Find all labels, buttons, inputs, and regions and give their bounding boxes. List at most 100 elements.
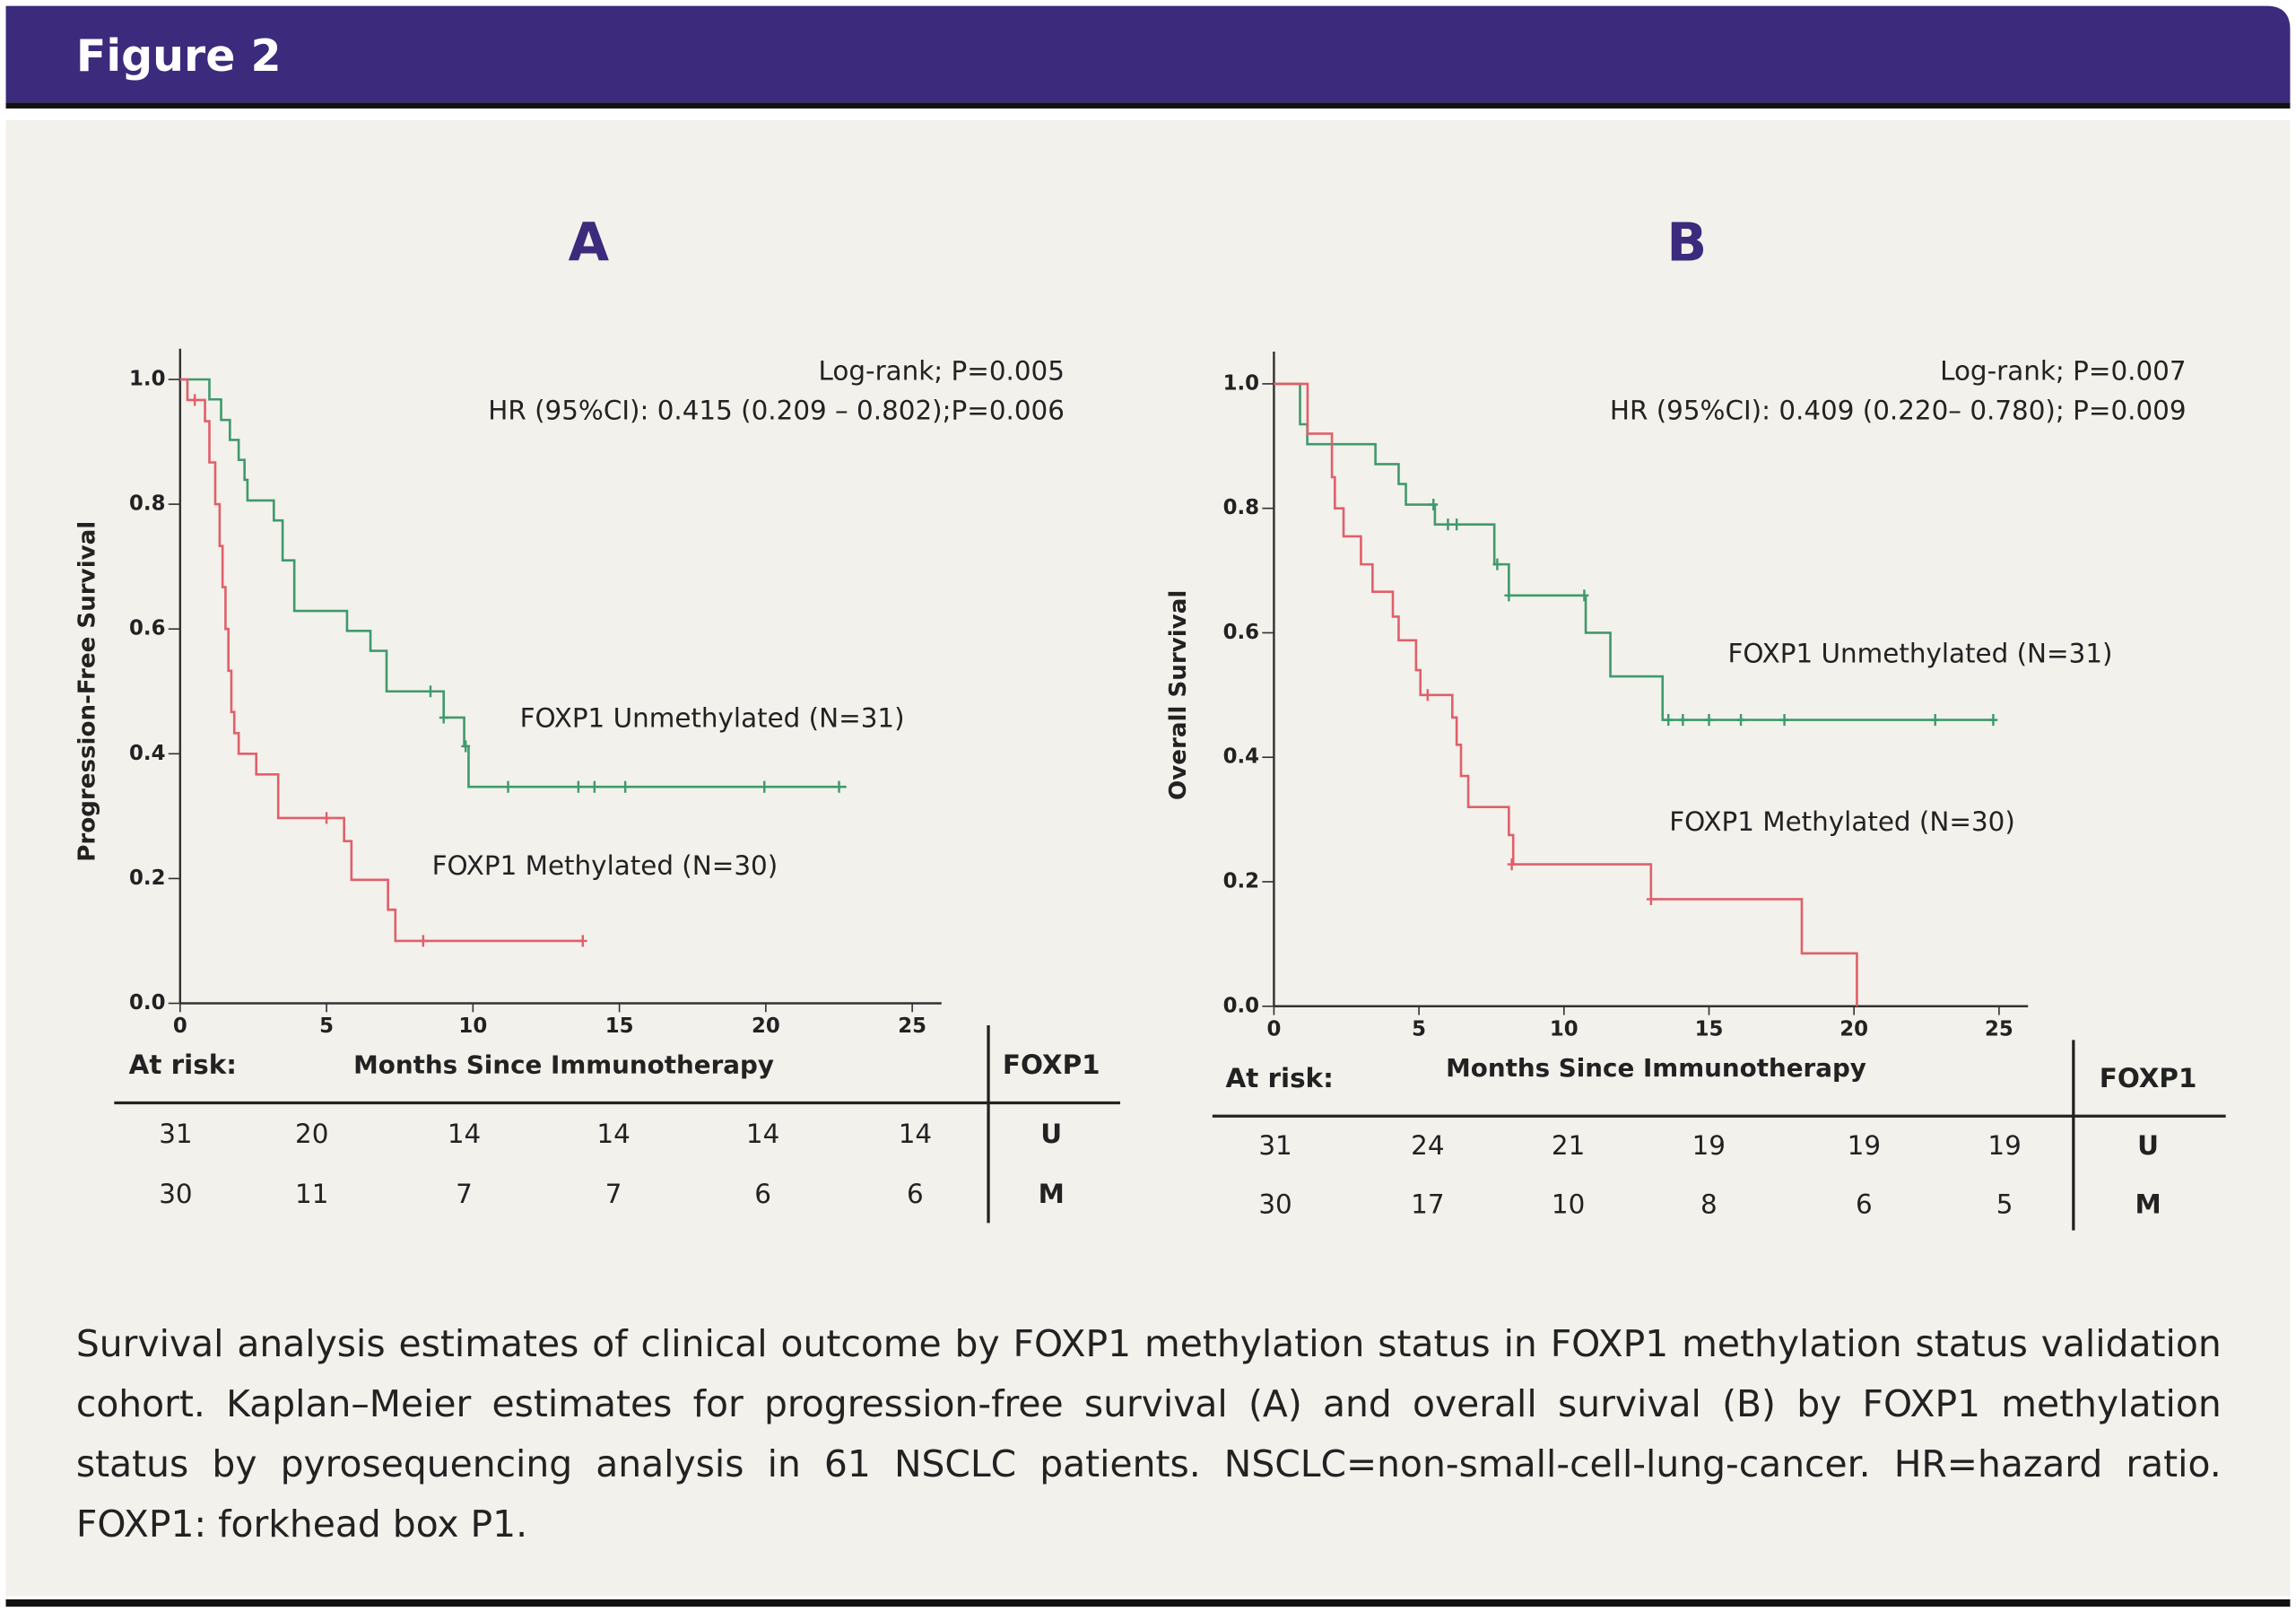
censor-mark: [621, 780, 631, 793]
censor-mark: [1452, 518, 1462, 531]
at-risk-count: 6: [1856, 1189, 1873, 1219]
panel-bg: [5, 120, 2291, 1597]
x-tick-label: 0: [173, 1015, 187, 1038]
caption: Survival analysis estimates of clinical …: [75, 1322, 2222, 1546]
censor-mark: [1704, 714, 1714, 727]
at-risk-count: 30: [159, 1179, 192, 1209]
x-tick-label: 5: [319, 1015, 334, 1038]
at-risk-count: 14: [746, 1119, 779, 1149]
annotation: HR (95%CI): 0.409 (0.220– 0.780); P=0.00…: [1610, 395, 2187, 425]
at-risk-title: At risk:: [129, 1050, 237, 1080]
censor-mark: [760, 780, 770, 793]
annotation: Log-rank; P=0.005: [819, 355, 1065, 386]
x-tick-label: 20: [752, 1015, 780, 1038]
censor-mark: [1443, 518, 1453, 531]
annotation: HR (95%CI): 0.415 (0.209 – 0.802);P=0.00…: [488, 395, 1065, 425]
series-label: FOXP1 Methylated (N=30): [1669, 806, 2015, 837]
y-tick-label: 0.8: [1223, 496, 1259, 519]
at-risk-count: 31: [159, 1119, 192, 1149]
footer-rule: [5, 1599, 2291, 1607]
censor-mark: [578, 935, 587, 947]
x-axis-label: Months Since Immunotherapy: [1446, 1053, 1866, 1083]
series-label: FOXP1 Unmethylated (N=31): [520, 702, 905, 733]
censor-mark: [1646, 893, 1656, 905]
censor-mark: [1422, 689, 1432, 701]
at-risk-count: 14: [448, 1119, 481, 1149]
at-risk-count: 30: [1258, 1189, 1292, 1219]
y-axis-label: Progression-Free Survival: [74, 521, 100, 862]
panel-title: A: [569, 212, 610, 274]
x-tick-label: 5: [1412, 1017, 1426, 1041]
censor-mark: [461, 740, 471, 753]
at-risk-count: 17: [1411, 1189, 1444, 1219]
y-tick-label: 0.4: [129, 742, 165, 765]
censor-mark: [503, 780, 513, 793]
at-risk-header: FOXP1: [2100, 1063, 2197, 1093]
censor-mark: [1930, 714, 1940, 727]
survival-curve: [1274, 382, 1858, 1006]
at-risk-header: FOXP1: [1003, 1050, 1100, 1080]
y-tick-label: 0.0: [129, 991, 165, 1015]
series-label: FOXP1 Methylated (N=30): [432, 850, 778, 881]
y-tick-label: 0.6: [1223, 621, 1259, 644]
censor-mark: [1429, 498, 1439, 511]
x-axis-label: Months Since Immunotherapy: [353, 1050, 774, 1080]
at-risk-count: 19: [1692, 1130, 1726, 1161]
censor-mark: [1507, 858, 1517, 871]
at-risk-count: 5: [1996, 1189, 2013, 1219]
at-risk-group: M: [1039, 1179, 1065, 1209]
y-tick-label: 0.4: [1223, 745, 1259, 769]
caption-box: Survival analysis estimates of clinical …: [75, 1322, 2222, 1546]
y-tick-label: 1.0: [1223, 371, 1259, 395]
at-risk-count: 21: [1552, 1130, 1585, 1161]
at-risk-count: 7: [605, 1179, 622, 1209]
at-risk-count: 8: [1700, 1189, 1718, 1219]
y-tick-label: 0.6: [129, 617, 165, 640]
at-risk-count: 14: [899, 1119, 932, 1149]
censor-mark: [834, 780, 844, 793]
x-tick-label: 10: [458, 1015, 487, 1038]
censor-mark: [589, 780, 599, 793]
censor-mark: [1779, 714, 1789, 727]
at-risk-count: 24: [1411, 1130, 1444, 1161]
at-risk-title: At risk:: [1226, 1063, 1334, 1093]
y-tick-label: 1.0: [129, 367, 165, 390]
censor-mark: [1678, 714, 1688, 727]
header-bar: [5, 5, 2291, 103]
annotation: Log-rank; P=0.007: [1940, 355, 2186, 386]
x-tick-label: 15: [605, 1015, 634, 1038]
x-tick-label: 25: [898, 1015, 926, 1038]
survival-curve: [1274, 382, 1996, 721]
censor-mark: [1988, 714, 1998, 727]
survival-curve: [179, 378, 583, 943]
censor-mark: [426, 685, 435, 698]
x-tick-label: 20: [1839, 1017, 1868, 1041]
panel-title: B: [1666, 212, 1707, 274]
x-tick-label: 15: [1695, 1017, 1724, 1041]
at-risk-group: M: [2135, 1189, 2161, 1219]
at-risk-count: 6: [907, 1179, 924, 1209]
at-risk-count: 10: [1552, 1189, 1585, 1219]
censor-mark: [1504, 589, 1514, 602]
censor-mark: [1664, 714, 1674, 727]
y-axis-label: Overall Survival: [1165, 590, 1192, 800]
figure-title: Figure 2: [76, 30, 282, 82]
y-tick-label: 0.2: [129, 867, 165, 890]
at-risk-group: U: [1040, 1119, 1062, 1149]
censor-mark: [418, 935, 428, 947]
y-tick-label: 0.2: [1223, 869, 1259, 893]
charts: 0.0 0.2 0.4 0.6 0.8 1.0 0 5 10 15 20 25 A Log-rank; P…: [74, 212, 2226, 1231]
censor-mark: [1579, 589, 1589, 602]
x-tick-label: 0: [1266, 1017, 1281, 1041]
at-risk-count: 31: [1258, 1130, 1292, 1161]
censor-mark: [190, 394, 200, 406]
at-risk-count: 19: [1848, 1130, 1881, 1161]
at-risk-count: 14: [596, 1119, 630, 1149]
series-label: FOXP1 Unmethylated (N=31): [1728, 638, 2113, 668]
at-risk-group: U: [2137, 1130, 2159, 1161]
x-tick-label: 25: [1985, 1017, 2013, 1041]
x-tick-label: 10: [1550, 1017, 1578, 1041]
censor-mark: [439, 711, 448, 724]
y-tick-label: 0.8: [129, 492, 165, 516]
